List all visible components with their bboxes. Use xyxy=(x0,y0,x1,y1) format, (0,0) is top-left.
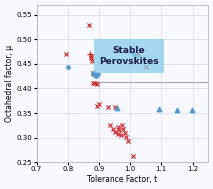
Point xyxy=(92,81,95,84)
Point xyxy=(113,106,116,109)
Point xyxy=(92,71,95,74)
Point xyxy=(66,66,69,69)
Point xyxy=(118,129,121,132)
Point xyxy=(157,108,161,111)
Point xyxy=(65,53,68,56)
Point xyxy=(89,55,92,58)
Point xyxy=(111,127,115,130)
Point xyxy=(145,66,148,69)
Point xyxy=(93,73,97,76)
Point xyxy=(106,105,110,108)
Point xyxy=(136,53,140,56)
Point xyxy=(93,72,96,75)
Point xyxy=(114,130,117,133)
Point xyxy=(135,55,138,58)
Point xyxy=(90,57,93,60)
Point xyxy=(175,108,179,111)
Point xyxy=(97,103,101,106)
Point xyxy=(122,127,125,130)
Y-axis label: Octahedral factor, μ: Octahedral factor, μ xyxy=(5,45,14,122)
Point xyxy=(108,124,112,127)
Point xyxy=(96,72,100,75)
Point xyxy=(94,81,97,84)
FancyBboxPatch shape xyxy=(94,39,164,73)
Point xyxy=(95,82,98,85)
Point xyxy=(117,132,120,135)
Point xyxy=(115,107,119,110)
X-axis label: Tolerance Factor, t: Tolerance Factor, t xyxy=(87,175,157,184)
Point xyxy=(90,60,94,63)
Point xyxy=(119,134,122,137)
Point xyxy=(126,139,129,142)
Point xyxy=(95,74,98,77)
Point xyxy=(190,108,194,111)
Point xyxy=(132,52,135,55)
Point xyxy=(96,104,99,107)
Point xyxy=(92,71,95,74)
Text: Stable
Perovskites: Stable Perovskites xyxy=(99,46,158,66)
Point xyxy=(89,53,92,56)
Point xyxy=(116,125,119,128)
Point xyxy=(123,131,126,134)
Point xyxy=(131,155,134,158)
Point xyxy=(125,135,128,138)
Point xyxy=(87,23,91,26)
Point xyxy=(121,124,124,127)
